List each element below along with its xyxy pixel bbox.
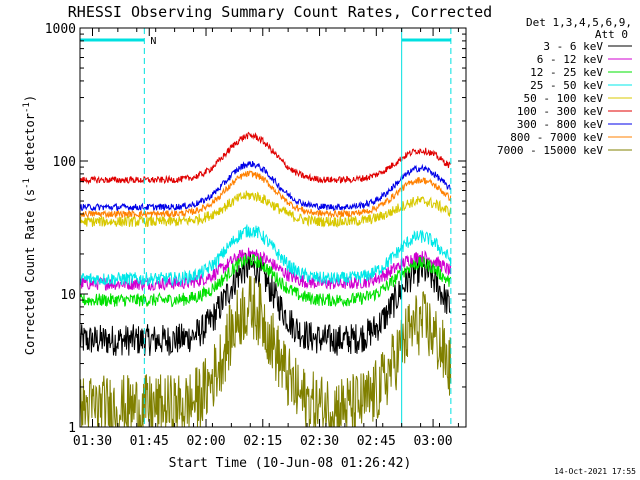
- y-axis-ticks: 1 10 100 1000: [45, 22, 466, 436]
- legend-label-4: 50 - 100 keV: [524, 92, 604, 105]
- series-line-2: [79, 253, 452, 308]
- series-line-8: [79, 275, 452, 428]
- y-tick-label: 10: [60, 288, 76, 303]
- x-tick-label: 02:00: [186, 434, 225, 449]
- y-axis-label-b: detector: [23, 113, 37, 178]
- legend-header-line2: Att 0: [595, 28, 628, 41]
- legend-label-6: 300 - 800 keV: [517, 118, 603, 131]
- night-marker-label: N: [150, 36, 156, 47]
- y-axis-label: Corrected Count Rate (s-1 detector-1): [22, 95, 37, 355]
- x-tick-label: 03:00: [414, 434, 453, 449]
- legend-label-8: 7000 - 15000 keV: [497, 144, 603, 157]
- legend-label-1: 6 - 12 keV: [537, 53, 604, 66]
- x-tick-label: 02:45: [357, 434, 396, 449]
- legend-label-2: 12 - 25 keV: [530, 66, 603, 79]
- series-line-4: [79, 190, 452, 228]
- legend-header-line1: Det 1,3,4,5,6,9,: [526, 16, 632, 29]
- y-tick-label: 1: [68, 421, 76, 436]
- y-axis-label-a: Corrected Count Rate (s: [23, 189, 37, 355]
- x-tick-label: 01:45: [130, 434, 169, 449]
- chart-title: RHESSI Observing Summary Count Rates, Co…: [68, 3, 492, 21]
- x-axis-label: Start Time (10-Jun-08 01:26:42): [169, 456, 412, 471]
- series-line-5: [79, 131, 451, 185]
- y-axis-label-c: ): [23, 95, 37, 102]
- series-group: [79, 131, 452, 428]
- x-tick-label: 02:30: [300, 434, 339, 449]
- x-axis-ticks: 01:30 01:45 02:00 02:15 02:30 02:45 03:00: [73, 28, 459, 449]
- footer-timestamp: 14-Oct-2021 17:55: [554, 467, 636, 476]
- series-line-0: [79, 251, 452, 356]
- series-line-6: [79, 160, 451, 212]
- series-line-1: [79, 247, 452, 292]
- y-tick-label: 100: [53, 155, 76, 170]
- legend-label-5: 100 - 300 keV: [517, 105, 603, 118]
- legend-label-0: 3 - 6 keV: [543, 40, 603, 53]
- x-tick-label: 02:15: [243, 434, 282, 449]
- legend-label-3: 25 - 50 keV: [530, 79, 603, 92]
- y-axis-label-sup2: -1: [22, 102, 32, 113]
- series-line-7: [79, 170, 452, 219]
- x-tick-label: 01:30: [73, 434, 112, 449]
- y-tick-label: 1000: [45, 22, 76, 37]
- legend-label-7: 800 - 7000 keV: [510, 131, 603, 144]
- series-line-3: [79, 224, 452, 287]
- plot-frame: [79, 27, 467, 428]
- y-axis-label-sup1: -1: [22, 178, 32, 189]
